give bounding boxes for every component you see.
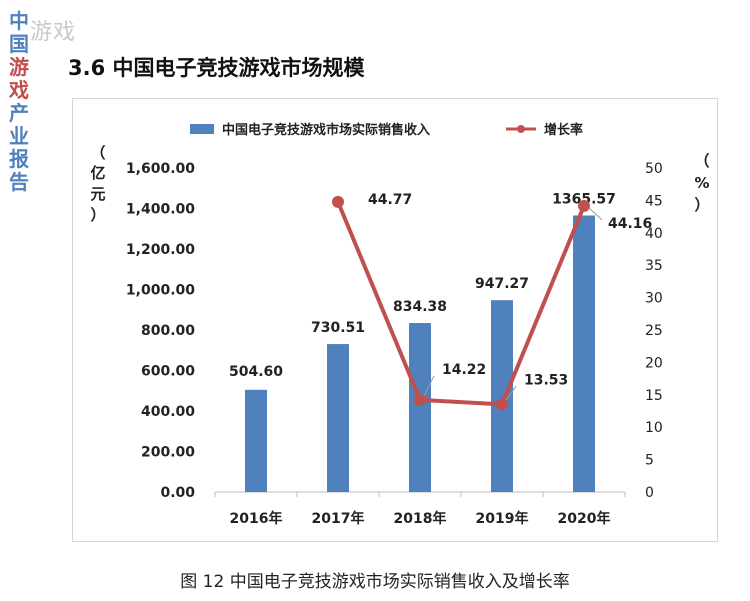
combo-chart: 0.00 200.00 400.00 600.00 800.00 1,000.00 1,20… [90, 122, 709, 527]
y-left-tick-label: 1,600.00 [126, 161, 195, 177]
x-category-label: 2017年 [312, 510, 365, 527]
bar-value-label: 947.27 [475, 276, 529, 292]
watermark-logo: 游戏 [30, 20, 77, 45]
y-left-tick-label: 600.00 [141, 364, 195, 380]
y-left-label-open: （ [90, 144, 105, 162]
line-value-label: 13.53 [524, 372, 568, 388]
bar-value-label: 504.60 [229, 364, 283, 380]
legend-bar-label: 中国电子竞技游戏市场实际销售收入 [222, 122, 430, 138]
side-title-char: 游 [9, 55, 29, 79]
y-right-tick-label: 0 [645, 485, 654, 501]
y-right-tick-label: 20 [645, 355, 663, 371]
growth-point [414, 393, 426, 406]
bar-value-label: 834.38 [393, 299, 447, 315]
growth-line [336, 201, 586, 407]
side-title-char: 戏 [9, 78, 29, 102]
bar [245, 389, 267, 492]
x-category-label: 2016年 [230, 510, 283, 527]
bar [327, 344, 349, 492]
y-right-tick-label: 5 [645, 453, 654, 469]
y-right-tick-label: 50 [645, 161, 663, 177]
y-right-label-char: % [694, 174, 709, 192]
legend-line-label: 增长率 [544, 122, 583, 138]
y-left-label-char: 亿 [90, 164, 105, 182]
line-value-label: 14.22 [442, 362, 486, 378]
side-title-char: 告 [9, 170, 29, 194]
y-right-tick-label: 25 [645, 323, 663, 339]
side-title-char: 产 [9, 101, 29, 125]
growth-point [332, 195, 344, 208]
x-category-label: 2020年 [558, 510, 611, 527]
y-left-label-char: 元 [90, 185, 105, 203]
side-title-char: 业 [9, 124, 29, 148]
line-value-label: 44.16 [608, 216, 652, 232]
label-leader-line [423, 375, 435, 397]
y-right-tick-label: 30 [645, 291, 663, 307]
y-left-label-char: ） [90, 206, 105, 224]
label-leader-line [505, 386, 517, 401]
growth-point [578, 199, 590, 212]
y-left-tick-label: 200.00 [141, 445, 195, 461]
x-category-label: 2019年 [476, 510, 529, 527]
y-right-tick-label: 40 [645, 226, 663, 242]
bar [409, 323, 431, 492]
side-title-char: 中 [9, 9, 29, 33]
legend-line-marker [517, 125, 525, 133]
figure-caption: 图 12 中国电子竞技游戏市场实际销售收入及增长率 [180, 572, 570, 592]
bar-value-label: 1365.57 [552, 191, 616, 207]
y-right-tick-label: 15 [645, 388, 663, 404]
bar-value-label: 730.51 [311, 320, 365, 336]
line-value-label: 44.77 [368, 192, 412, 208]
y-left-tick-label: 1,200.00 [126, 242, 195, 258]
side-title-char: 国 [9, 32, 29, 56]
y-right-tick-label: 35 [645, 258, 663, 274]
legend-bar-swatch [190, 124, 214, 134]
bar [573, 215, 595, 492]
chart-frame [72, 98, 718, 542]
y-left-tick-label: 800.00 [141, 323, 195, 339]
y-right-tick-label: 10 [645, 420, 663, 436]
y-left-tick-label: 0.00 [160, 485, 195, 501]
growth-point [496, 398, 508, 411]
y-right-label-char: ） [694, 196, 709, 214]
x-category-label: 2018年 [394, 510, 447, 527]
y-right-tick-label: 45 [645, 193, 663, 209]
y-left-tick-label: 1,400.00 [126, 202, 195, 218]
section-title: 3.6 中国电子竞技游戏市场规模 [68, 56, 365, 80]
y-right-label-char: （ [694, 152, 709, 170]
y-left-tick-label: 1,000.00 [126, 283, 195, 299]
label-leader-line [588, 207, 603, 221]
side-title: 中国游戏产业报告 [8, 10, 30, 194]
y-left-tick-label: 400.00 [141, 404, 195, 420]
side-title-char: 报 [9, 147, 29, 171]
bar [491, 300, 513, 492]
